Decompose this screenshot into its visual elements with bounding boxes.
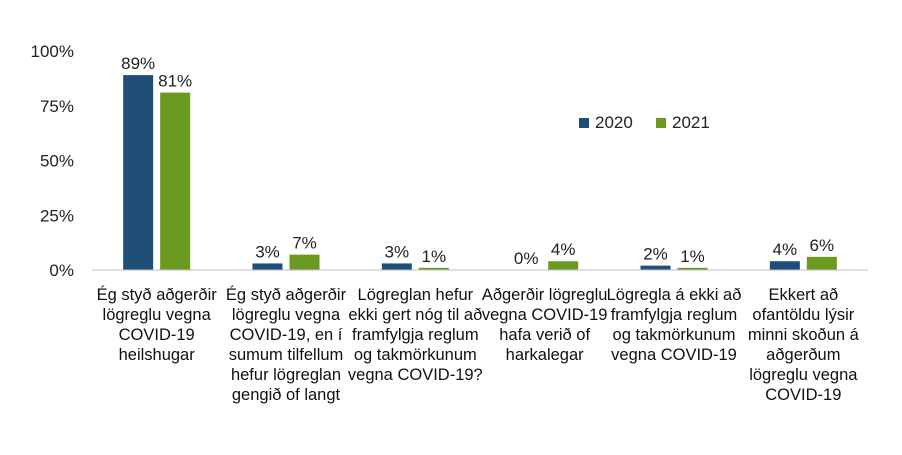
data-label-2020-0: 89% [121,54,155,73]
bar-2021-5 [806,256,837,270]
bar-2020-1 [252,263,283,270]
legend[interactable]: 2020 2021 [579,113,710,132]
bar-2020-2 [381,263,412,270]
data-label-2020-5: 4% [773,240,798,259]
legend-swatch-2020 [579,118,589,128]
category-label: Ekkert að ofantöldu lýsir minni skoðun á að… [748,286,860,404]
data-label-2021-2: 1% [422,247,447,266]
y-axis: 0% 25% 50% 75% 100% [31,42,74,280]
y-tick-label: 0% [49,261,74,280]
data-label-2021-4: 1% [680,247,705,266]
data-label-2021-5: 6% [810,236,835,255]
category-label: Ég styð aðgerðir lögreglu vegna COVID-19 he… [97,285,218,364]
data-label-2021-0: 81% [158,72,192,91]
y-tick-label: 25% [40,206,74,225]
data-label-2020-1: 3% [255,242,280,261]
bar-2020-4 [640,265,671,270]
category-label: Lögreglan hefur ekki gert nóg til að framf… [348,286,483,384]
bar-2021-4 [677,267,708,270]
data-label-2020-2: 3% [385,242,410,261]
y-tick-label: 50% [40,152,74,171]
y-tick-label: 100% [31,42,74,61]
legend-swatch-2021 [656,118,666,128]
bar-2021-1 [289,254,320,270]
data-label-2021-3: 4% [551,240,576,259]
data-label-2020-3: 0% [514,249,539,268]
legend-label-2020: 2020 [595,113,633,132]
data-labels: 89%81% 3% 7% 3% 1% 0% 4% 2% 1% 4% 6% [121,54,834,268]
category-label: Aðgerðir lögreglu vegna COVID-19 hafa veri… [482,286,608,364]
category-label: Lögregla á ekki að framfylgja reglum og ta… [607,286,742,364]
y-tick-label: 75% [40,97,74,116]
data-label-2020-4: 2% [643,245,668,264]
category-label: Ég styð aðgerðir lögreglu vegna COVID-19, … [226,285,347,404]
data-label-2021-1: 7% [292,234,317,253]
bar-2021-0 [160,92,191,270]
bars [123,75,837,270]
bar-2020-5 [769,261,800,270]
legend-label-2021: 2021 [672,113,710,132]
category-labels: Ég styð aðgerðir lögreglu vegna COVID-19 he… [97,285,860,404]
bar-2020-0 [123,75,154,270]
bar-2021-2 [418,267,449,270]
bar-2021-3 [548,261,579,270]
